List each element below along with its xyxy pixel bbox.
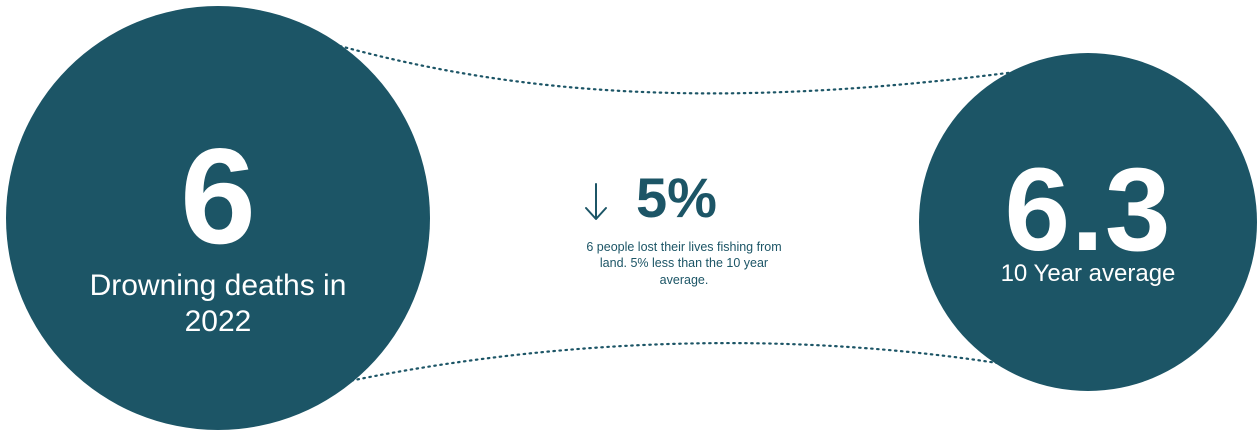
average-value: 6.3 bbox=[1004, 144, 1172, 276]
average-label: 10 Year average bbox=[1000, 260, 1176, 287]
average-stat-circle: 6.3 10 Year average bbox=[919, 53, 1257, 391]
deaths-label: Drowning deaths in 2022 bbox=[89, 269, 347, 338]
deaths-stat-circle: 6 Drowning deaths in 2022 bbox=[6, 6, 430, 430]
change-caption: 6 people lost their lives fishing from l… bbox=[586, 240, 782, 287]
deaths-count: 6 bbox=[180, 120, 256, 272]
change-percent: 5% bbox=[636, 166, 717, 229]
connector-bottom-curve bbox=[338, 342, 1012, 385]
connector-top-curve bbox=[338, 44, 1017, 95]
down-arrow-icon bbox=[585, 183, 607, 220]
